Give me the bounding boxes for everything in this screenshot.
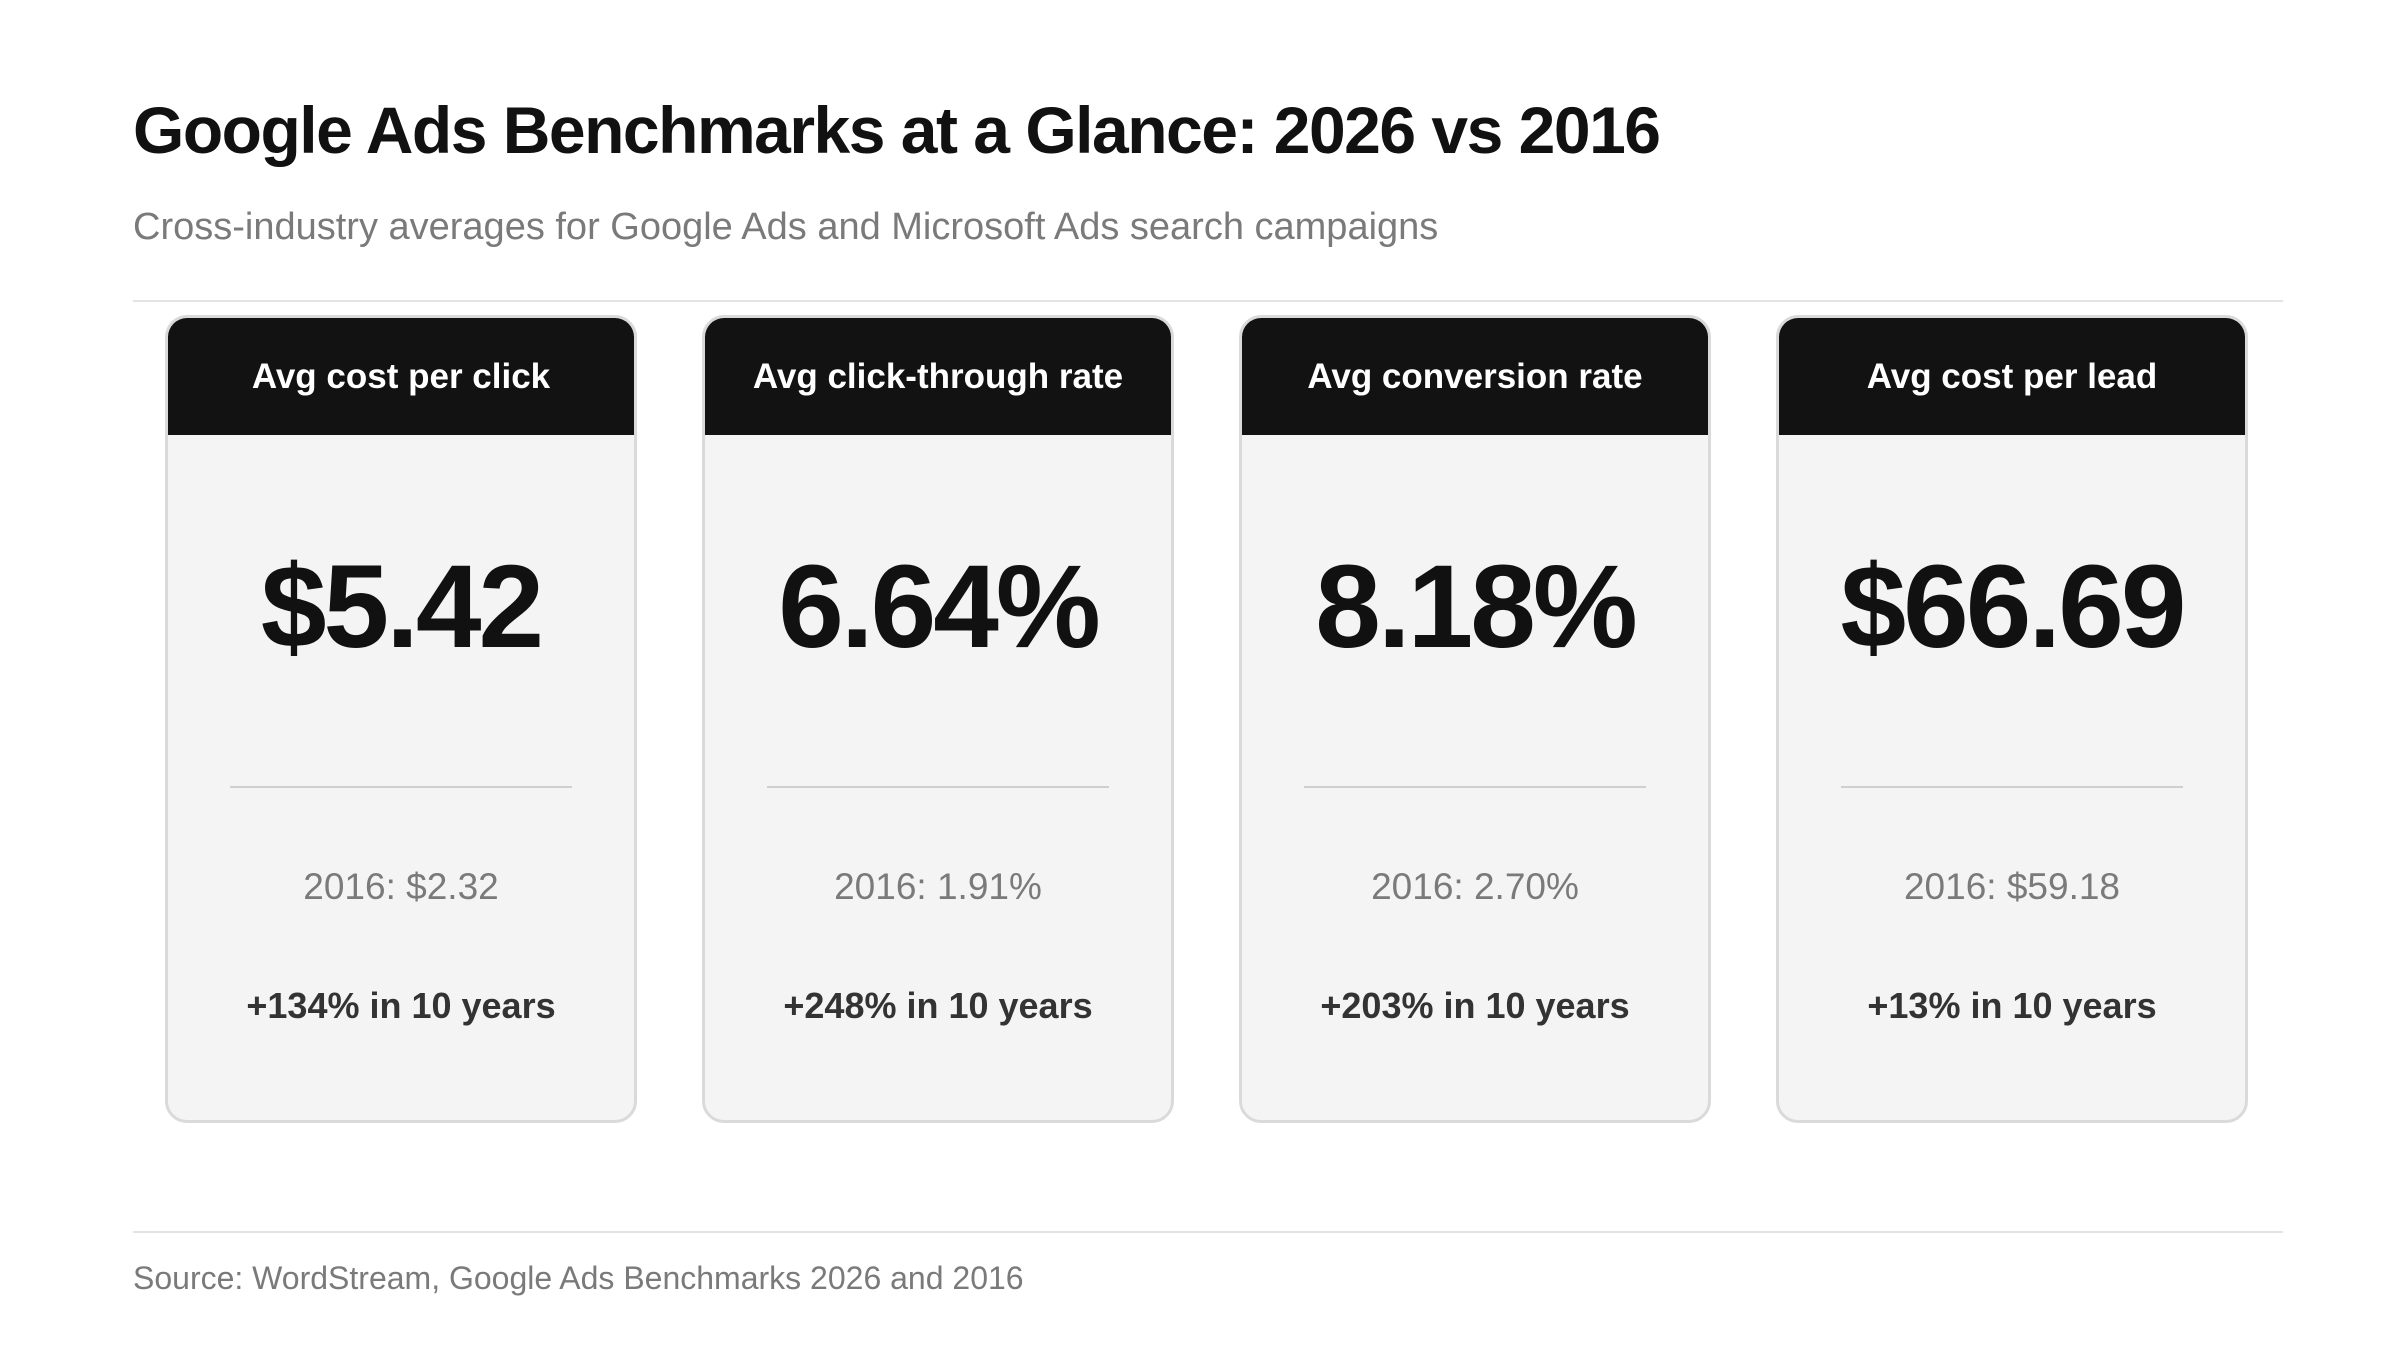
- top-divider: [133, 300, 2283, 302]
- metric-cards: Avg cost per click $5.42 2016: $2.32 +13…: [165, 315, 2249, 1123]
- card-value-2026: 6.64%: [778, 541, 1101, 673]
- card-label: Avg click-through rate: [705, 318, 1171, 435]
- metric-card-ctr: Avg click-through rate 6.64% 2016: 1.91%…: [702, 315, 1174, 1123]
- card-change: +13% in 10 years: [1867, 985, 2157, 1026]
- card-value-2026: $5.42: [260, 541, 544, 673]
- card-change: +248% in 10 years: [783, 985, 1093, 1026]
- metric-card-conversion-rate: Avg conversion rate 8.18% 2016: 2.70% +2…: [1239, 315, 1711, 1123]
- card-value-2026: $66.69: [1840, 541, 2187, 673]
- page-title: Google Ads Benchmarks at a Glance: 2026 …: [133, 93, 1661, 167]
- card-value-2016: 2016: 2.70%: [1371, 866, 1579, 907]
- card-value-2016: 2016: 1.91%: [834, 866, 1042, 907]
- card-value-2026: 8.18%: [1315, 541, 1638, 673]
- card-value-2016: 2016: $59.18: [1903, 866, 2121, 907]
- metric-card-cpc: Avg cost per click $5.42 2016: $2.32 +13…: [165, 315, 637, 1123]
- card-label: Avg cost per lead: [1779, 318, 2245, 435]
- card-change: +134% in 10 years: [246, 985, 556, 1026]
- card-divider: [1304, 786, 1646, 788]
- card-divider: [230, 786, 572, 788]
- card-divider: [1841, 786, 2183, 788]
- page-subtitle: Cross-industry averages for Google Ads a…: [133, 206, 1439, 248]
- bottom-divider: [133, 1231, 2283, 1233]
- card-value-2016: 2016: $2.32: [303, 866, 499, 907]
- card-label: Avg conversion rate: [1242, 318, 1708, 435]
- card-change: +203% in 10 years: [1320, 985, 1630, 1026]
- card-label: Avg cost per click: [168, 318, 634, 435]
- card-divider: [767, 786, 1109, 788]
- source-note: Source: WordStream, Google Ads Benchmark…: [133, 1260, 1024, 1296]
- metric-card-cpl: Avg cost per lead $66.69 2016: $59.18 +1…: [1776, 315, 2248, 1123]
